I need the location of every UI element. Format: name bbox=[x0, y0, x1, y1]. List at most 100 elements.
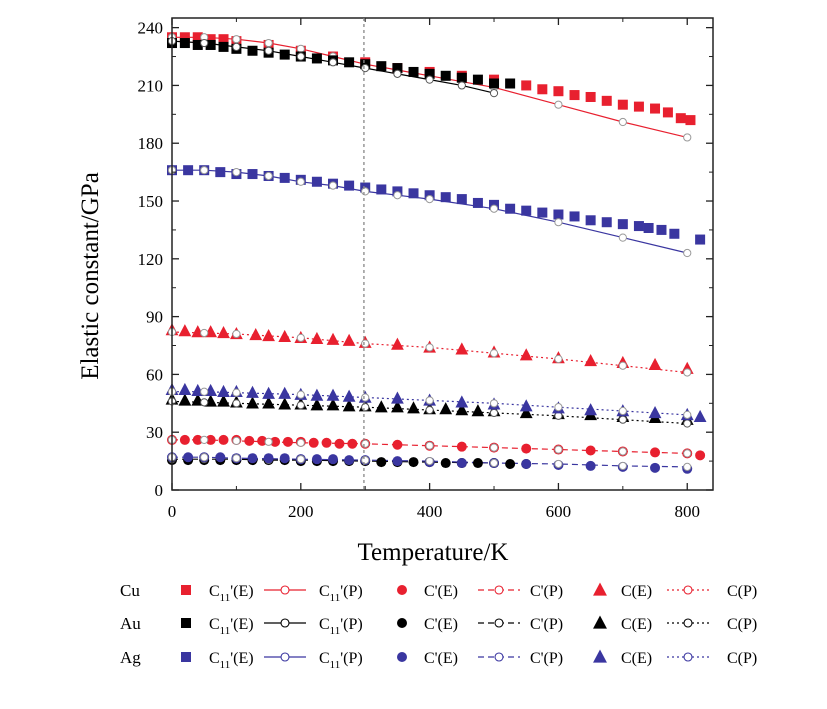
au-c-e--point bbox=[246, 396, 259, 409]
ag-c-p--point bbox=[425, 457, 434, 466]
ag-c11-p--point bbox=[393, 191, 402, 200]
legend-label: C11'(P) bbox=[319, 583, 363, 604]
au-c11-e--point bbox=[376, 61, 387, 72]
legend-open-circle bbox=[280, 585, 290, 595]
cu-c-p--point bbox=[683, 449, 692, 458]
ag-c-e--point bbox=[455, 395, 469, 408]
ag-c-p--point bbox=[232, 454, 241, 463]
cu-c11-p--point bbox=[264, 38, 273, 48]
cu-c-e--point bbox=[342, 333, 356, 346]
plot-frame bbox=[171, 17, 714, 491]
cu-c-e--point bbox=[347, 438, 358, 449]
cu-c11-e--point bbox=[179, 32, 190, 43]
legend-label: C11'(P) bbox=[319, 650, 363, 671]
au-c-e--point bbox=[505, 458, 516, 469]
ag-c-p--point bbox=[361, 456, 370, 465]
cu-c-e--point bbox=[648, 357, 662, 370]
legend-label-base: C bbox=[621, 616, 632, 633]
cu-c-p--point bbox=[618, 447, 627, 456]
cu-c11-e--point bbox=[537, 84, 548, 95]
ag-c11-p--point bbox=[200, 166, 209, 175]
au-c-e--point bbox=[178, 393, 192, 406]
ag-c11-e--point bbox=[215, 167, 226, 178]
au-c11-e--point bbox=[205, 39, 216, 50]
ag-c-e--point bbox=[648, 406, 662, 419]
ag-c-e--point bbox=[585, 460, 596, 471]
legend-label-base: C bbox=[424, 583, 435, 600]
legend-label-suffix: '(P) bbox=[541, 616, 563, 633]
ag-c-e--point bbox=[456, 458, 467, 469]
cu-c11-p--point bbox=[554, 100, 563, 109]
ag-c11-e--point bbox=[472, 197, 483, 208]
au-c-p--point bbox=[425, 405, 434, 415]
ag-c11-e--point bbox=[633, 221, 644, 232]
legend-open-circle bbox=[683, 618, 693, 628]
ag-c-p--point bbox=[296, 390, 305, 399]
x-tick-label: 800 bbox=[674, 502, 700, 521]
au-c11-p--point bbox=[457, 81, 466, 90]
ag-c-e--point bbox=[247, 453, 258, 464]
cu-c-e--point bbox=[178, 324, 192, 337]
ag-c11-e--point bbox=[279, 172, 290, 183]
legend-label-base: C bbox=[727, 583, 738, 600]
ag-c11-e--point bbox=[183, 165, 194, 176]
legend-metal-label: Au bbox=[120, 614, 141, 633]
cu-c-e--point bbox=[584, 353, 598, 367]
legend-marker bbox=[397, 618, 407, 628]
legend-label-subscript: 11 bbox=[220, 659, 231, 671]
legend-label-base: C bbox=[209, 650, 220, 667]
cu-c-p--point bbox=[683, 368, 692, 377]
ag-c-e--point bbox=[278, 386, 292, 399]
au-c11-e--point bbox=[472, 74, 483, 85]
legend-open-circle bbox=[280, 652, 290, 662]
cu-c-e--point bbox=[585, 445, 596, 456]
legend-label-base: C bbox=[424, 616, 435, 633]
au-c-e--point bbox=[407, 401, 420, 414]
cu-c11-e--point bbox=[601, 95, 612, 106]
cu-c-e--point bbox=[650, 447, 661, 458]
cu-c11-e--point bbox=[192, 32, 203, 43]
au-c11-p--point bbox=[232, 42, 241, 51]
series-markers bbox=[165, 32, 707, 474]
ag-c11-e--point bbox=[440, 192, 451, 203]
au-c11-e--point bbox=[408, 66, 419, 77]
ag-c11-p--point bbox=[232, 168, 241, 177]
cu-c11-e--point bbox=[521, 80, 532, 91]
cu-c11-e--point bbox=[585, 91, 596, 102]
au-c11-e--point bbox=[344, 57, 355, 68]
ag-c11-e--point bbox=[247, 169, 258, 180]
ag-c-e--point bbox=[262, 386, 275, 399]
cu-c-e--point bbox=[192, 434, 203, 445]
ag-c11-p--point bbox=[683, 248, 692, 258]
cu-c11-e--point bbox=[569, 90, 580, 101]
y-tick-label: 120 bbox=[138, 250, 164, 269]
ag-c-p--point bbox=[554, 459, 563, 469]
y-tick-label: 0 bbox=[155, 481, 164, 500]
cu-c-p--point bbox=[554, 445, 563, 454]
ag-c11-e--point bbox=[656, 224, 667, 235]
cu-c-p--point bbox=[425, 441, 434, 450]
x-tick-label: 200 bbox=[288, 502, 314, 521]
ag-c11-e--point bbox=[601, 217, 612, 228]
y-tick-label: 30 bbox=[146, 423, 163, 442]
cu-c-p--point bbox=[361, 339, 370, 348]
au-c11-e--point bbox=[424, 68, 435, 79]
legend-metal-label: Cu bbox=[120, 581, 140, 600]
ag-c11-p--point bbox=[328, 181, 338, 190]
ag-c-p--point bbox=[232, 388, 241, 397]
ag-c-e--point bbox=[693, 409, 707, 422]
ag-c11-p--point bbox=[489, 204, 499, 213]
cu-c-e--point bbox=[308, 437, 319, 448]
au-c-e--point bbox=[278, 397, 292, 410]
legend-label-base: C bbox=[727, 616, 738, 633]
cu-c-e--point bbox=[392, 439, 403, 450]
ag-c-p--point bbox=[489, 399, 499, 408]
ag-c-p--point bbox=[361, 393, 370, 402]
legend-label-suffix: '(E) bbox=[230, 650, 253, 667]
ag-c11-p--point bbox=[361, 187, 370, 196]
legend-open-circle bbox=[494, 585, 504, 595]
au-c11-e--point bbox=[456, 72, 467, 83]
cu-c-e--point bbox=[521, 443, 532, 454]
ag-c-e--point bbox=[183, 452, 194, 463]
